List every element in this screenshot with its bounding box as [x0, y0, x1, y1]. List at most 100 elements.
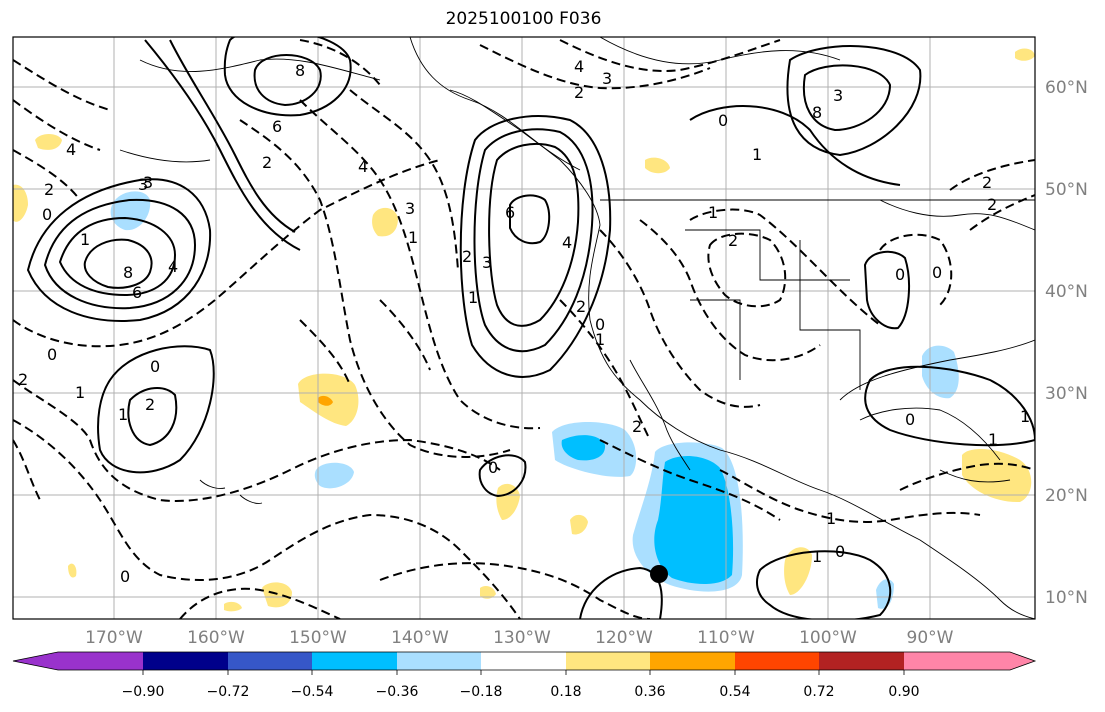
- lon-label: 120°W: [595, 628, 653, 648]
- contour-label: 8: [295, 61, 305, 80]
- lon-label: 90°W: [907, 628, 954, 648]
- contour-label: 3: [138, 175, 148, 194]
- colorbar-tick-label: −0.54: [291, 684, 334, 700]
- yellow-anomaly-mexico-south: [784, 547, 812, 595]
- contour-label: 1: [812, 547, 822, 566]
- blue-anomaly-baja-core: [561, 435, 606, 461]
- lat-label: 60°N: [1045, 78, 1088, 98]
- contour-label: 1: [118, 405, 128, 424]
- contour-label: 6: [272, 117, 282, 136]
- colorbar-tick-label: −0.36: [376, 684, 419, 700]
- yellow-anomaly-small: [68, 563, 77, 578]
- lat-label: 20°N: [1045, 486, 1088, 506]
- colorbar-segment: [58, 652, 143, 670]
- contour-label: 2: [987, 195, 997, 214]
- colorbar-tick-labels: −0.90 −0.72 −0.54 −0.36 −0.18 0.18 0.36 …: [122, 684, 920, 700]
- contour-label: 1: [595, 330, 605, 349]
- colorbar-outline: [12, 651, 1037, 671]
- blue-anomaly-mexico-west-core: [654, 456, 734, 584]
- map-frame: [12, 36, 1036, 620]
- yellow-anomaly-ne: [1015, 48, 1035, 61]
- contour-label: 2: [576, 297, 586, 316]
- yellow-anomaly-central: [496, 483, 520, 520]
- orange-anomaly-hawaii-north: [318, 395, 333, 406]
- contour-label: 8: [812, 103, 822, 122]
- colorbar-ticks: [142, 670, 905, 675]
- colorbar-tick-label: 0.54: [719, 684, 750, 700]
- colorbar-tick-label: 0.72: [803, 684, 834, 700]
- contour-label: 2: [982, 173, 992, 192]
- contour-label: 4: [574, 57, 584, 76]
- lon-label: 150°W: [289, 628, 347, 648]
- contour-label: 1: [988, 430, 998, 449]
- colorbar: −0.90 −0.72 −0.54 −0.36 −0.18 0.18 0.36 …: [12, 651, 1037, 700]
- yellow-anomaly-left-edge: [13, 184, 28, 222]
- contour-label: 1: [468, 288, 478, 307]
- yellow-anomaly-sw-3: [480, 586, 496, 599]
- yellow-anomaly-caribbean: [962, 448, 1032, 503]
- contour-label: 2: [728, 231, 738, 250]
- colorbar-tick-label: −0.18: [460, 684, 503, 700]
- contour-label: 3: [602, 69, 612, 88]
- contour-label: 0: [932, 263, 942, 282]
- contour-label: 0: [120, 567, 130, 586]
- contour-label: 0: [47, 345, 57, 364]
- lon-label: 160°W: [187, 628, 245, 648]
- yellow-anomaly-canada: [645, 157, 670, 174]
- contour-label: 2: [262, 153, 272, 172]
- contour-label: 1: [708, 203, 718, 222]
- contour-label: 1: [75, 383, 85, 402]
- colorbar-tick-label: 0.36: [634, 684, 665, 700]
- lon-label: 110°W: [697, 628, 755, 648]
- contour-label: 0: [488, 458, 498, 477]
- contour-label: 2: [44, 180, 54, 199]
- contour-label: 1: [80, 230, 90, 249]
- graticule: [13, 37, 1035, 619]
- contour-label: 2: [145, 395, 155, 414]
- blue-anomaly-gulf: [922, 345, 959, 399]
- contour-label: 0: [42, 205, 52, 224]
- contour-label: 2: [18, 370, 28, 389]
- colorbar-tick-label: −0.72: [207, 684, 250, 700]
- lon-label: 130°W: [493, 628, 551, 648]
- lat-label: 40°N: [1045, 282, 1088, 302]
- contour-label: 2: [462, 247, 472, 266]
- contour-label: 0: [905, 410, 915, 429]
- contour-label: 3: [405, 199, 415, 218]
- contour-label: 1: [1020, 407, 1030, 426]
- contour-label: 3: [143, 173, 153, 192]
- anomaly-shading: [13, 48, 1035, 612]
- colorbar-segment: [143, 652, 228, 670]
- map-background: [13, 37, 1035, 619]
- lat-label: 50°N: [1045, 180, 1088, 200]
- colorbar-segment: [481, 652, 566, 670]
- solid-contours: [26, 37, 1035, 619]
- contour-label: 4: [66, 140, 76, 159]
- contour-label: 1: [826, 509, 836, 528]
- colorbar-extend-min: [13, 652, 58, 670]
- contour-label: 4: [358, 157, 368, 176]
- latitude-labels: 60°N 50°N 40°N 30°N 20°N 10°N: [1045, 78, 1088, 608]
- contour-labels: 4 3 2 8 6 2 1 0 0 3 4 2 8 6 4 3 2 1 0 1 …: [18, 57, 1030, 586]
- contour-label: 1: [752, 145, 762, 164]
- colorbar-segment: [735, 652, 819, 670]
- contour-label: 3: [482, 253, 492, 272]
- contour-label: 4: [562, 233, 572, 252]
- contour-label: 0: [595, 315, 605, 334]
- dashed-contours: [13, 39, 1035, 619]
- storm-center-marker: [650, 565, 668, 583]
- coastlines: [119, 37, 1035, 619]
- yellow-anomaly-west: [372, 207, 398, 237]
- lat-label: 10°N: [1045, 588, 1088, 608]
- map-title: 2025100100 F036: [445, 9, 602, 29]
- contour-label: 3: [833, 86, 843, 105]
- colorbar-segment: [650, 652, 735, 670]
- colorbar-segment: [566, 652, 650, 670]
- contour-label: 4: [168, 257, 178, 276]
- longitude-labels: 170°W 160°W 150°W 140°W 130°W 120°W 110°…: [85, 628, 954, 648]
- colorbar-extend-max: [904, 652, 1035, 670]
- contour-label: 2: [574, 83, 584, 102]
- colorbar-tick-label: 0.18: [550, 684, 581, 700]
- yellow-anomaly-aleutian: [35, 134, 62, 150]
